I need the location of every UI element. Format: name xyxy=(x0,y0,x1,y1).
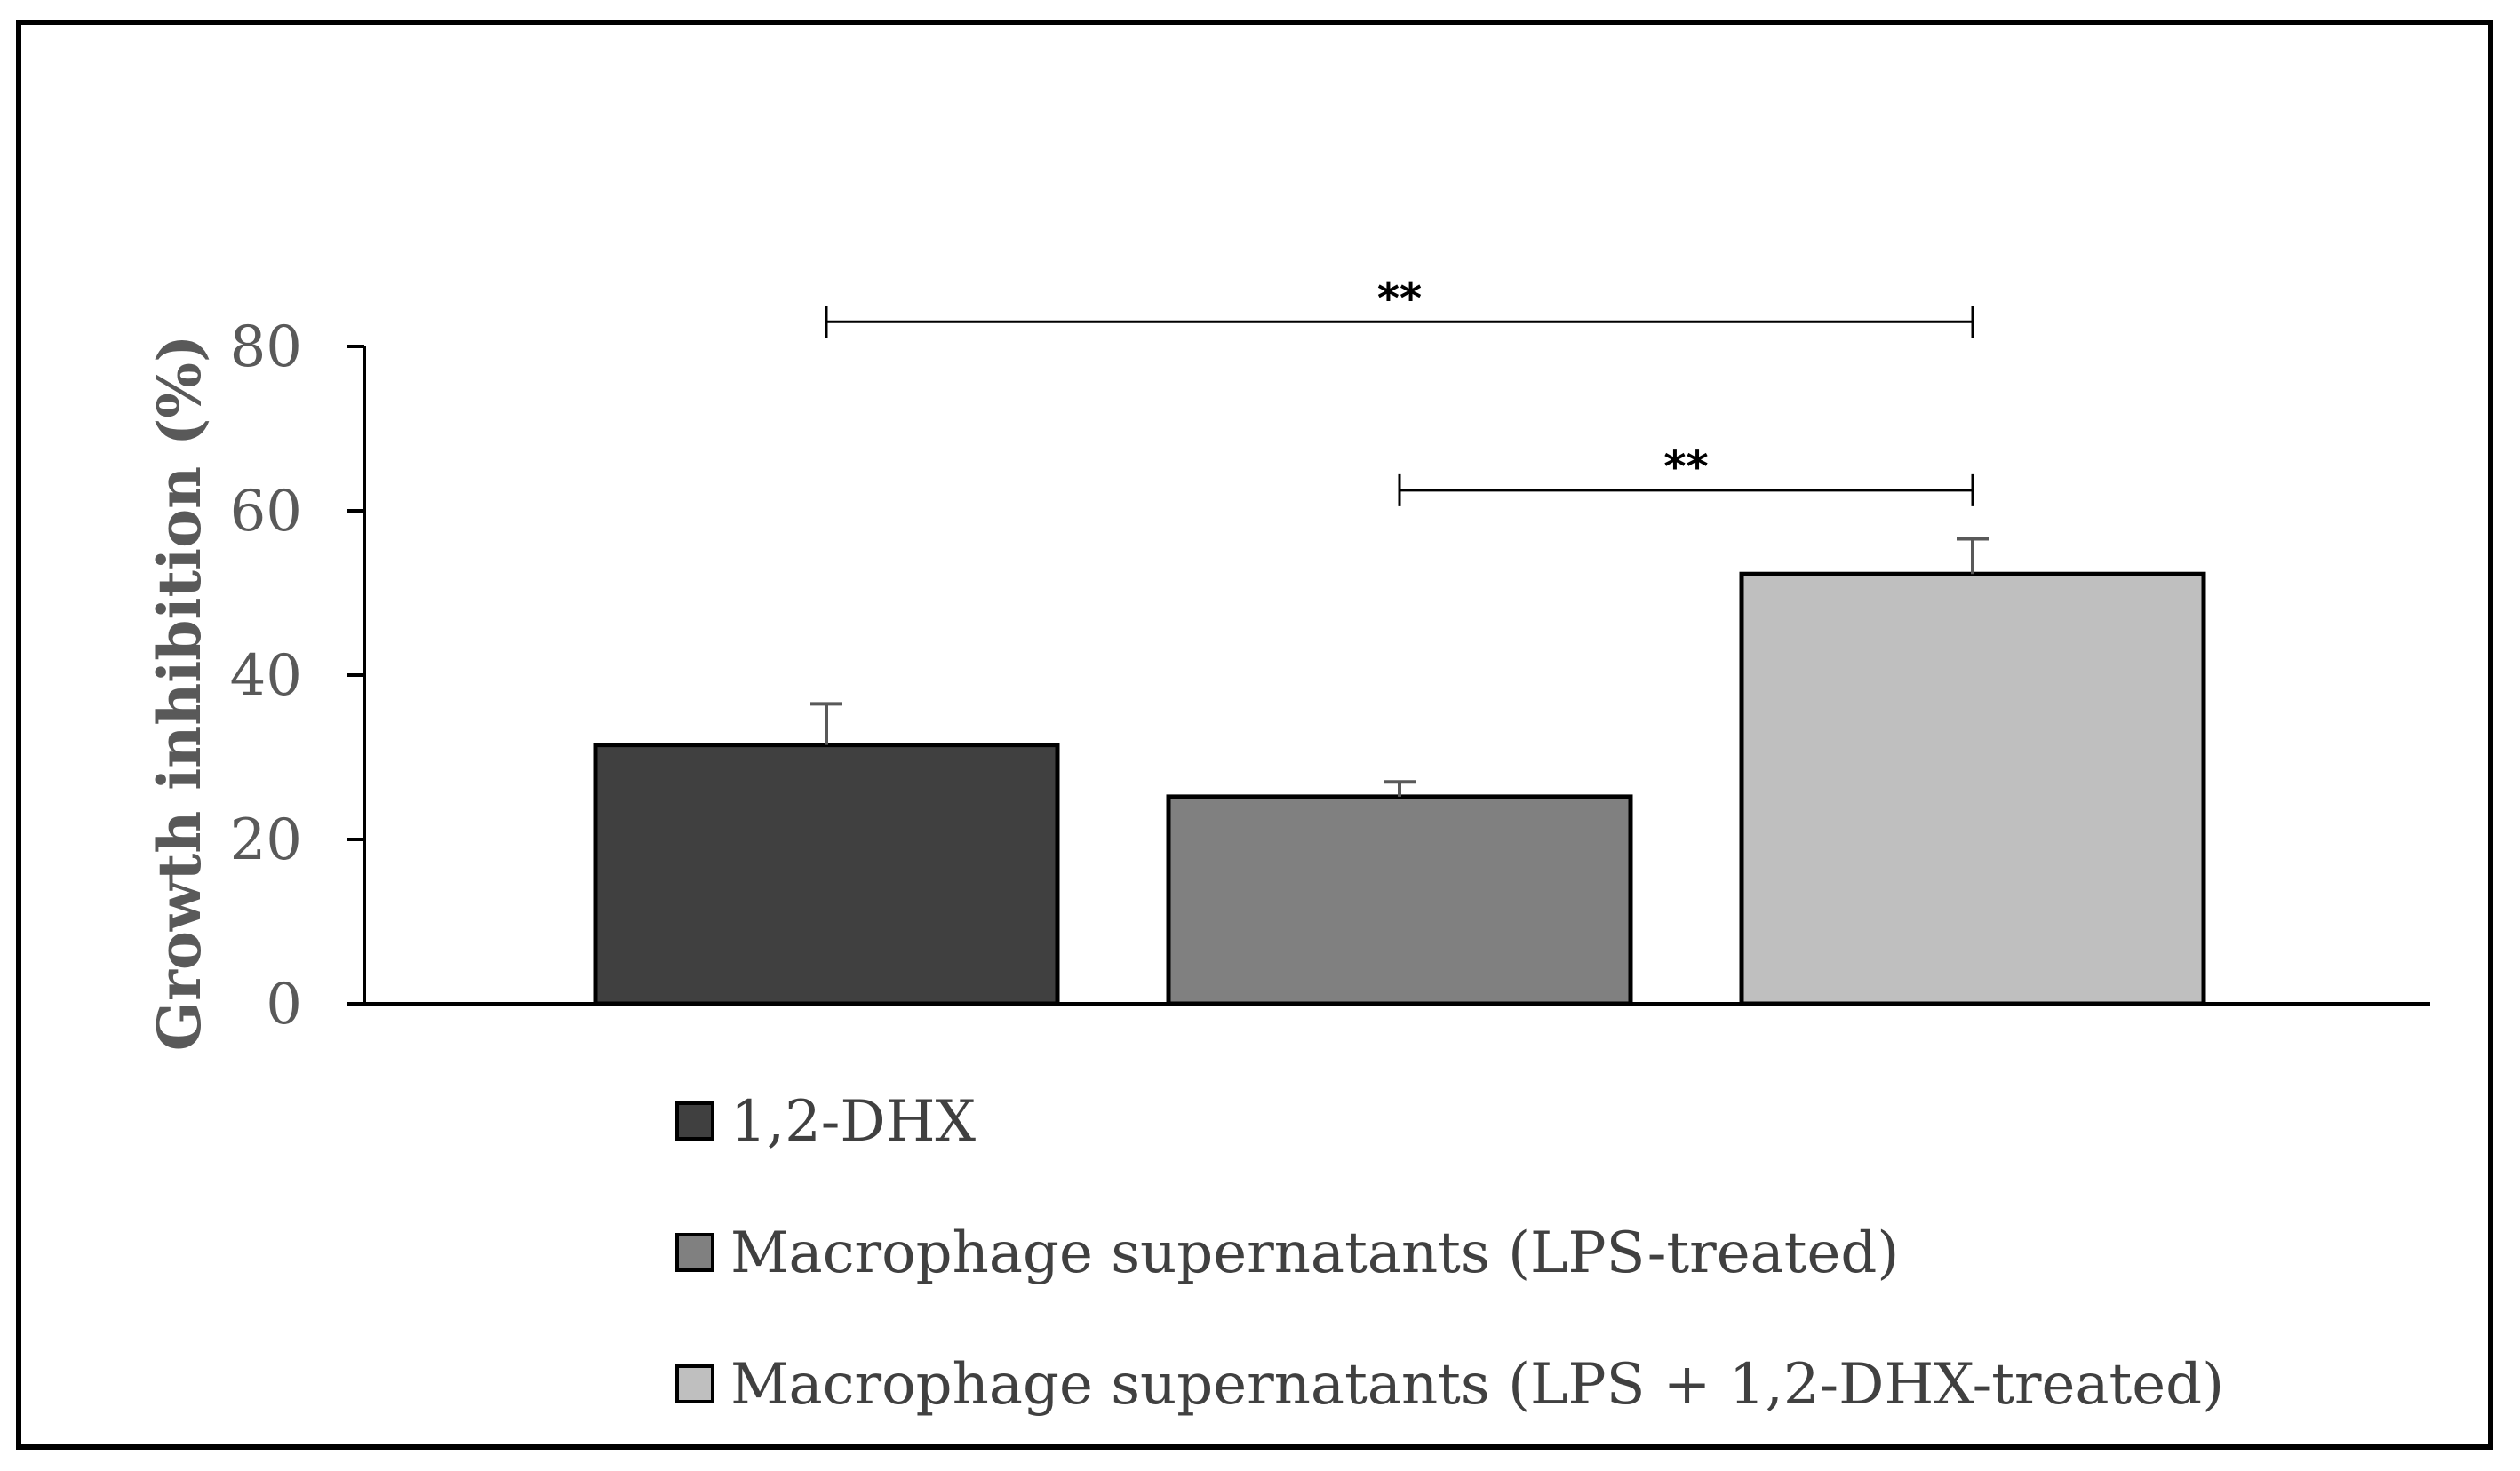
significance-label-1: ** xyxy=(1377,274,1422,323)
legend-label: Macrophage supernatants (LPS-treated) xyxy=(730,1221,1899,1286)
y-ticks: 0 20 40 60 80 xyxy=(230,314,364,1038)
legend-label: 1,2-DHX xyxy=(730,1089,977,1155)
legend-swatch xyxy=(675,1233,714,1272)
bars xyxy=(593,571,2206,1006)
error-bars xyxy=(810,537,1989,797)
y-tick-label: 40 xyxy=(230,643,302,709)
legend-label: Macrophage supernatants (LPS + 1,2-DHX-t… xyxy=(730,1352,2224,1418)
bar-2 xyxy=(1166,794,1633,1006)
significance-bracket-2: ** xyxy=(1398,442,1974,506)
legend-swatch xyxy=(675,1364,714,1403)
bar-1 xyxy=(593,743,1060,1006)
legend-item-3: Macrophage supernatants (LPS + 1,2-DHX-t… xyxy=(675,1352,2224,1418)
significance-bracket-1: ** xyxy=(825,274,1974,338)
y-axis-label: Growth inhibition (%) xyxy=(145,335,214,1051)
y-tick-label: 20 xyxy=(230,807,302,873)
y-tick-label: 60 xyxy=(230,479,302,545)
y-tick-label: 0 xyxy=(266,972,302,1038)
bar-3 xyxy=(1739,571,2206,1006)
significance-label-2: ** xyxy=(1663,442,1708,492)
significance-brackets: ** ** xyxy=(825,274,1974,506)
legend: 1,2-DHX Macrophage supernatants (LPS-trea… xyxy=(675,1089,2224,1418)
legend-swatch xyxy=(675,1101,714,1141)
y-tick-label: 80 xyxy=(230,314,302,380)
legend-item-1: 1,2-DHX xyxy=(675,1089,977,1155)
legend-item-2: Macrophage supernatants (LPS-treated) xyxy=(675,1221,1899,1286)
